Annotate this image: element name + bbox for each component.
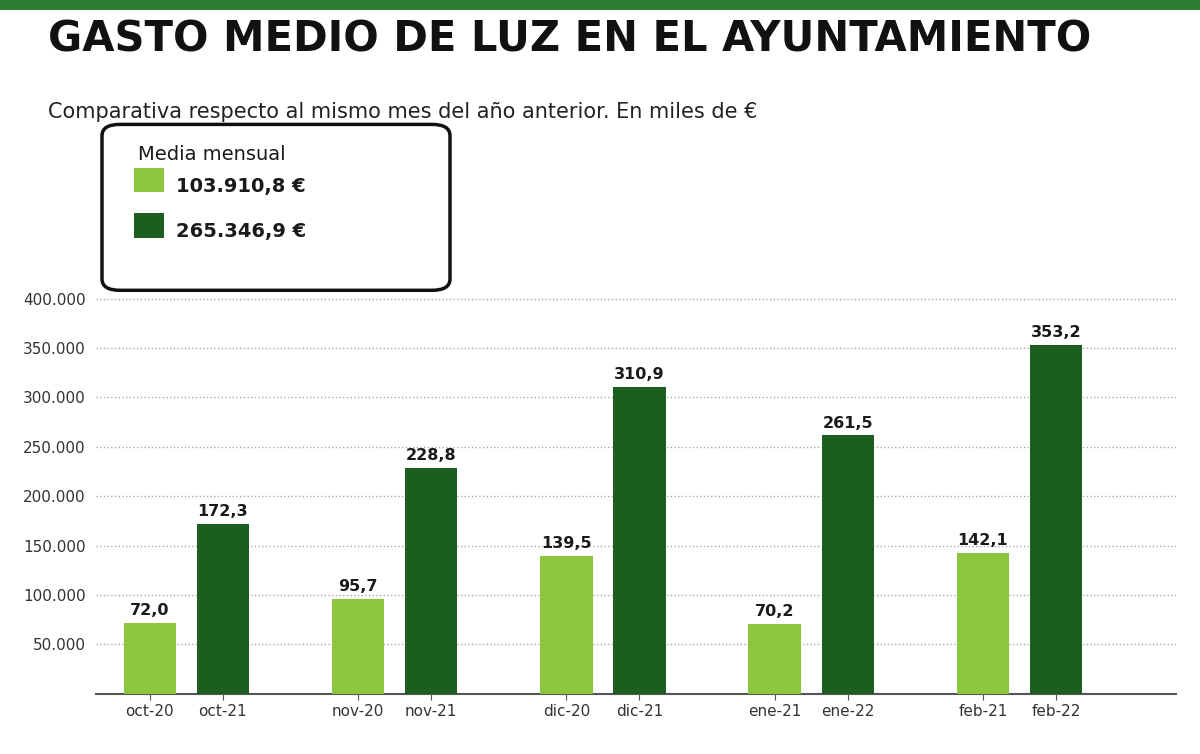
Text: Media mensual: Media mensual	[138, 145, 286, 164]
Bar	[124, 623, 176, 694]
Bar	[1030, 345, 1082, 694]
Text: 353,2: 353,2	[1031, 325, 1081, 340]
Text: 70,2: 70,2	[755, 605, 794, 620]
Text: 172,3: 172,3	[198, 504, 248, 519]
Bar	[613, 387, 666, 694]
Bar	[197, 523, 250, 694]
Bar	[749, 624, 800, 694]
Bar	[332, 599, 384, 694]
Text: 265.346,9 €: 265.346,9 €	[176, 222, 306, 241]
Text: 95,7: 95,7	[338, 579, 378, 594]
Text: 261,5: 261,5	[822, 415, 874, 431]
Text: Comparativa respecto al mismo mes del año anterior. En miles de €: Comparativa respecto al mismo mes del añ…	[48, 102, 757, 122]
Text: 142,1: 142,1	[958, 533, 1008, 548]
Text: GASTO MEDIO DE LUZ EN EL AYUNTAMIENTO: GASTO MEDIO DE LUZ EN EL AYUNTAMIENTO	[48, 19, 1091, 61]
Bar	[540, 556, 593, 694]
Text: 228,8: 228,8	[406, 448, 456, 463]
Text: 139,5: 139,5	[541, 536, 592, 551]
Bar	[404, 467, 457, 694]
Text: 310,9: 310,9	[614, 366, 665, 382]
Bar	[956, 553, 1009, 694]
Text: 103.910,8 €: 103.910,8 €	[176, 177, 306, 196]
Bar	[822, 436, 874, 694]
Text: 72,0: 72,0	[130, 602, 169, 618]
